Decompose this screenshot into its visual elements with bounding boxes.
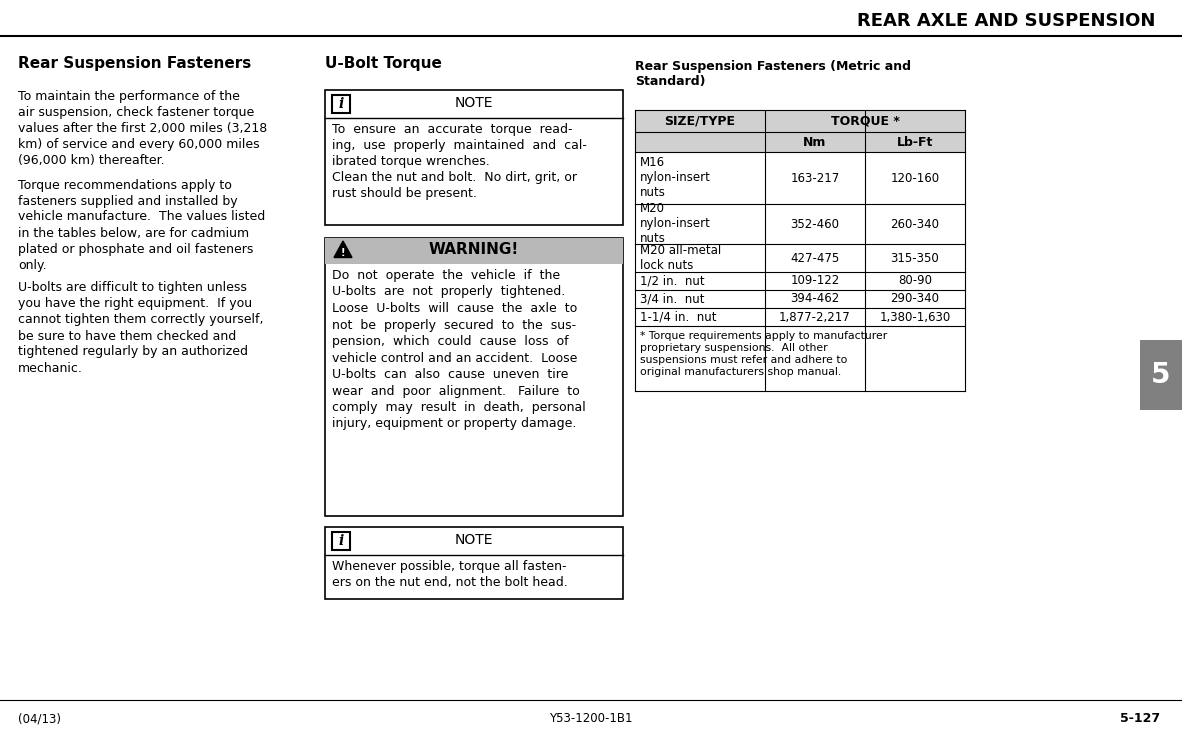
Bar — [325, 527, 623, 599]
Text: 352-460: 352-460 — [791, 217, 839, 231]
Text: Do  not  operate  the  vehicle  if  the
U-bolts  are  not  properly  tightened.
: Do not operate the vehicle if the U-bolt… — [332, 269, 586, 430]
Text: 427-475: 427-475 — [791, 252, 839, 264]
Text: 80-90: 80-90 — [898, 274, 931, 288]
Bar — [325, 238, 623, 516]
Bar — [635, 110, 965, 152]
Text: 3/4 in.  nut: 3/4 in. nut — [639, 293, 704, 305]
Text: 1/2 in.  nut: 1/2 in. nut — [639, 274, 704, 288]
Text: Nm: Nm — [804, 135, 826, 149]
Text: U-bolts are difficult to tighten unless
you have the right equipment.  If you
ca: U-bolts are difficult to tighten unless … — [18, 282, 264, 375]
Text: i: i — [338, 97, 344, 111]
Text: To maintain the performance of the
air suspension, check fastener torque
values : To maintain the performance of the air s… — [18, 90, 267, 167]
Text: 260-340: 260-340 — [890, 217, 940, 231]
Polygon shape — [335, 241, 352, 258]
Text: To  ensure  an  accurate  torque  read-
ing,  use  properly  maintained  and  ca: To ensure an accurate torque read- ing, … — [332, 123, 587, 200]
Text: 1,380-1,630: 1,380-1,630 — [879, 310, 950, 324]
Text: 1,877-2,217: 1,877-2,217 — [779, 310, 851, 324]
Text: 290-340: 290-340 — [890, 293, 940, 305]
Text: M20
nylon-insert
nuts: M20 nylon-insert nuts — [639, 203, 710, 245]
Text: 315-350: 315-350 — [890, 252, 940, 264]
Text: i: i — [338, 534, 344, 548]
Text: 5: 5 — [1151, 361, 1170, 389]
Text: (04/13): (04/13) — [18, 712, 61, 725]
Text: U-Bolt Torque: U-Bolt Torque — [325, 56, 442, 71]
Text: REAR AXLE AND SUSPENSION: REAR AXLE AND SUSPENSION — [857, 12, 1155, 30]
Text: Rear Suspension Fasteners: Rear Suspension Fasteners — [18, 56, 252, 71]
Text: Whenever possible, torque all fasten-
ers on the nut end, not the bolt head.: Whenever possible, torque all fasten- er… — [332, 560, 567, 589]
Bar — [325, 238, 623, 264]
Bar — [325, 90, 623, 225]
Text: 394-462: 394-462 — [791, 293, 839, 305]
Text: SIZE/TYPE: SIZE/TYPE — [664, 114, 735, 127]
Text: !: ! — [340, 248, 345, 258]
Text: Torque recommendations apply to
fasteners supplied and installed by
vehicle manu: Torque recommendations apply to fastener… — [18, 179, 265, 272]
Text: 5-127: 5-127 — [1119, 712, 1160, 725]
Text: 120-160: 120-160 — [890, 171, 940, 184]
Text: 109-122: 109-122 — [791, 274, 839, 288]
Text: 1-1/4 in.  nut: 1-1/4 in. nut — [639, 310, 716, 324]
Text: 163-217: 163-217 — [791, 171, 839, 184]
Text: WARNING!: WARNING! — [429, 242, 519, 257]
Text: TORQUE *: TORQUE * — [831, 114, 900, 127]
Bar — [1139, 340, 1182, 410]
Text: Y53-1200-1B1: Y53-1200-1B1 — [550, 712, 632, 725]
Text: M20 all-metal
lock nuts: M20 all-metal lock nuts — [639, 244, 721, 272]
Bar — [332, 95, 350, 113]
Text: Rear Suspension Fasteners (Metric and
Standard): Rear Suspension Fasteners (Metric and St… — [635, 60, 911, 88]
Text: NOTE: NOTE — [455, 96, 493, 110]
Text: M16
nylon-insert
nuts: M16 nylon-insert nuts — [639, 157, 710, 200]
Text: NOTE: NOTE — [455, 533, 493, 547]
Text: Lb-Ft: Lb-Ft — [897, 135, 933, 149]
Text: * Torque requirements apply to manufacturer
proprietary suspensions.  All other
: * Torque requirements apply to manufactu… — [639, 331, 888, 377]
Bar — [332, 532, 350, 550]
